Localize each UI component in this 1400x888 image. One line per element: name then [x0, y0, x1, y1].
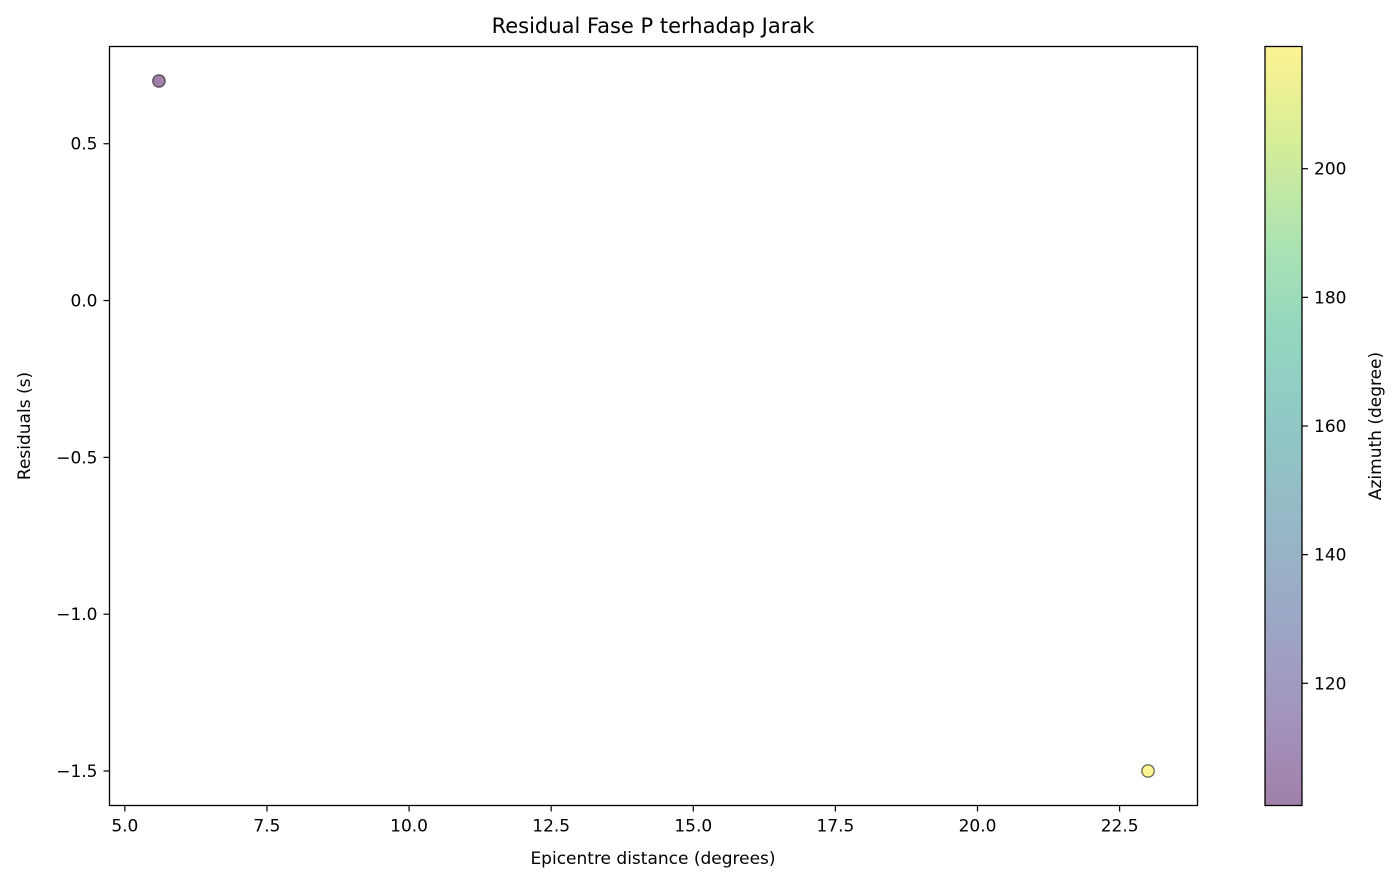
- y-tick-label: −0.5: [56, 448, 97, 468]
- colorbar-tick-label: 180: [1314, 288, 1346, 308]
- x-tick-label: 5.0: [111, 817, 138, 837]
- colorbar-ticks: 120 140 160 180 200: [1302, 160, 1346, 694]
- x-tick-label: 7.5: [253, 817, 280, 837]
- y-tick-label: 0.0: [70, 292, 97, 312]
- x-tick-label: 12.5: [532, 817, 570, 837]
- x-tick-label: 15.0: [674, 817, 712, 837]
- y-axis-label: Residuals (s): [15, 372, 35, 480]
- x-axis-label: Epicentre distance (degrees): [530, 849, 775, 869]
- colorbar-tick-label: 200: [1314, 160, 1346, 180]
- colorbar-tick-label: 120: [1314, 674, 1346, 694]
- x-tick-label: 22.5: [1101, 817, 1139, 837]
- x-axis-ticks: 5.0 7.5 10.0 12.5 15.0 17.5 20.0 22.5: [111, 805, 1139, 837]
- colorbar: 120 140 160 180 200 Azimuth (degree): [1264, 45, 1386, 807]
- x-tick-label: 10.0: [390, 817, 428, 837]
- colorbar-gradient: [1265, 46, 1302, 806]
- x-tick-label: 20.0: [959, 817, 997, 837]
- colorbar-label: Azimuth (degree): [1366, 352, 1386, 500]
- y-tick-label: 0.5: [70, 135, 97, 155]
- y-tick-label: −1.0: [56, 605, 97, 625]
- x-tick-label: 17.5: [816, 817, 854, 837]
- y-axis-ticks: 0.5 0.0 −0.5 −1.0 −1.5: [56, 135, 110, 782]
- chart-title: Residual Fase P terhadap Jarak: [492, 14, 816, 38]
- plot-area: [108, 45, 1199, 807]
- colorbar-tick-label: 160: [1314, 417, 1346, 437]
- colorbar-tick-label: 140: [1314, 546, 1346, 566]
- data-point: [152, 74, 166, 88]
- data-point: [1141, 764, 1155, 778]
- plot-frame: [108, 45, 1199, 807]
- y-tick-label: −1.5: [56, 762, 97, 782]
- data-points: [152, 74, 1155, 778]
